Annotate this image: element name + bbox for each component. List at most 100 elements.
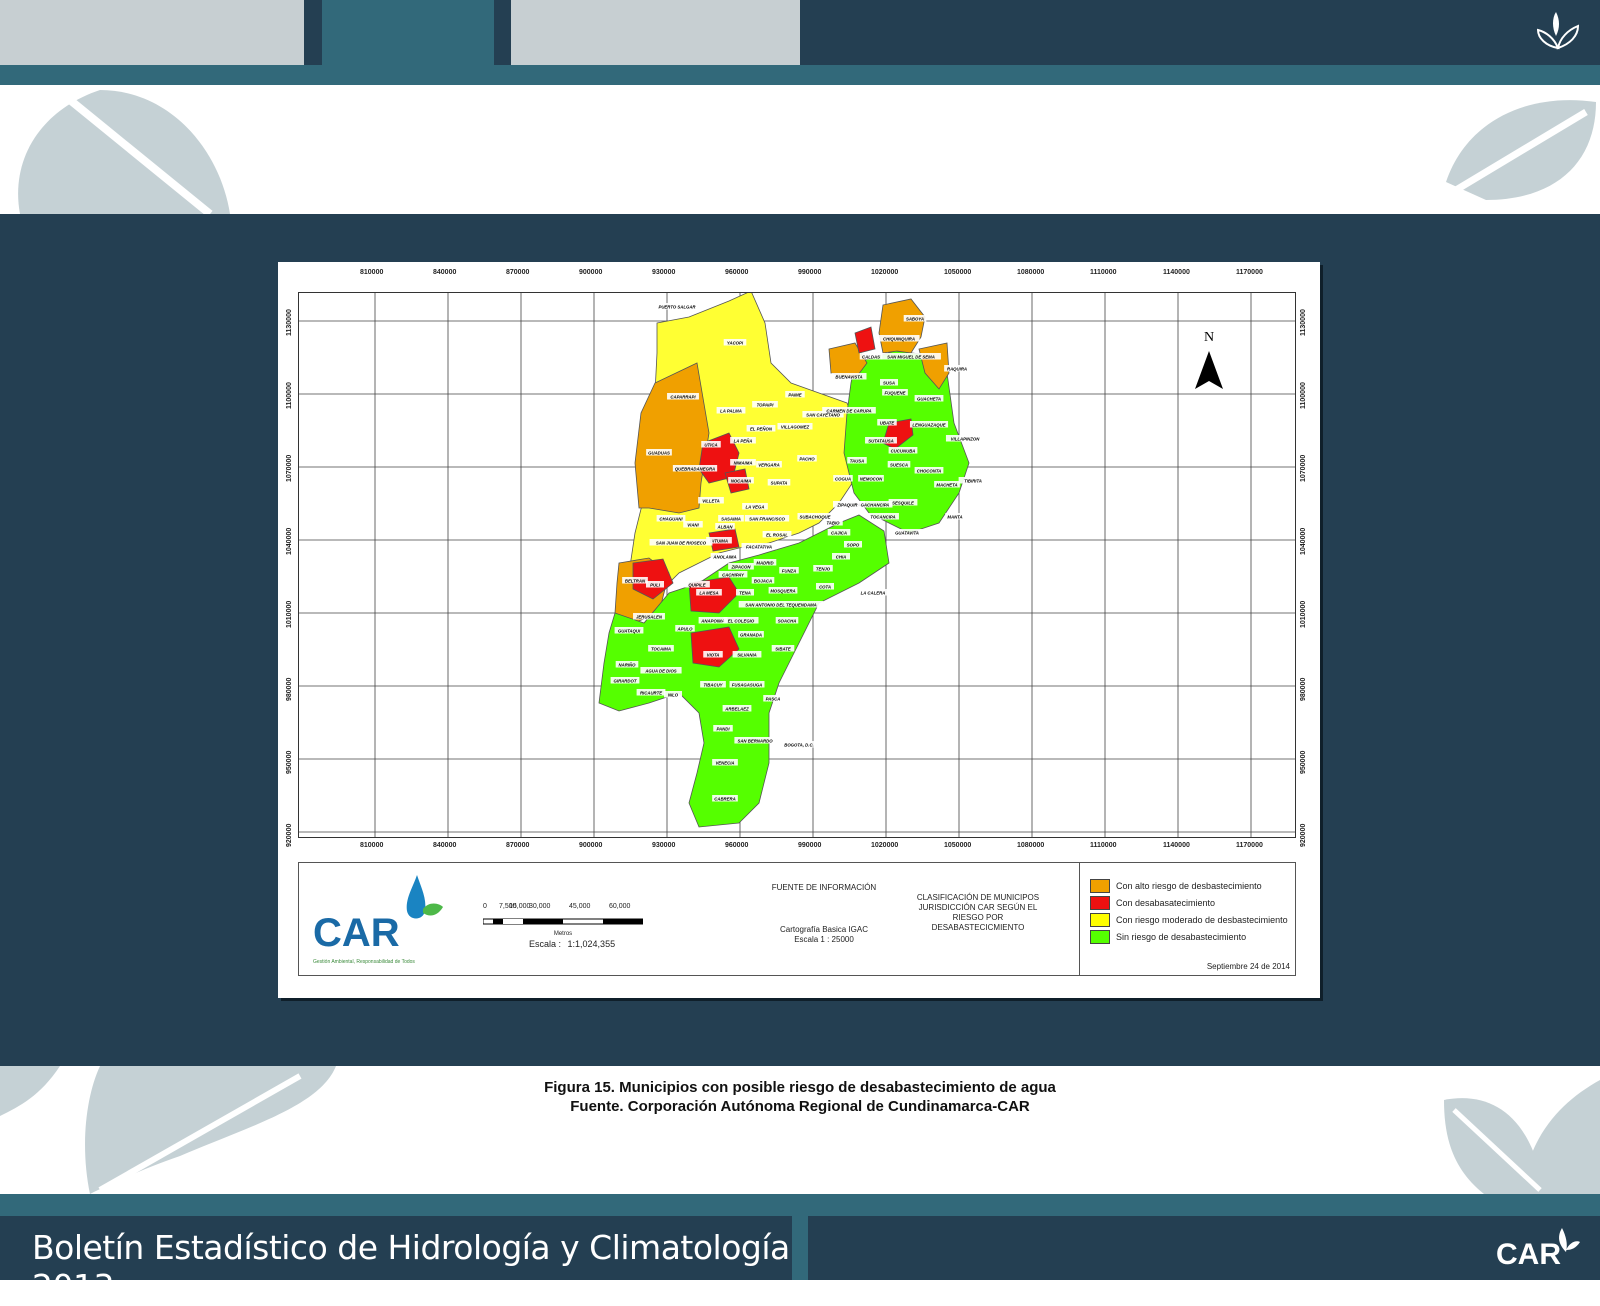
municipality-label-bg bbox=[738, 631, 764, 638]
x-tick-bottom: 1050000 bbox=[944, 842, 972, 849]
municipality-label: SESQUILE bbox=[892, 501, 914, 506]
municipality-label-bg bbox=[610, 677, 640, 684]
butterfly-icon bbox=[1536, 12, 1580, 50]
municipality-label-bg bbox=[945, 435, 985, 442]
municipality-label-bg bbox=[797, 513, 833, 520]
municipality-label-bg bbox=[738, 601, 824, 608]
municipality-label-bg bbox=[633, 613, 665, 620]
municipality-label: SOACHA bbox=[778, 619, 797, 624]
y-tick-left: 980000 bbox=[286, 677, 293, 701]
municipality-label-bg bbox=[648, 645, 674, 652]
header-tab-light-1 bbox=[0, 0, 304, 65]
municipality-label-bg bbox=[945, 513, 965, 520]
municipality-label-bg bbox=[771, 645, 795, 652]
y-tick-left: 1100000 bbox=[286, 382, 293, 409]
municipality-label-bg bbox=[756, 461, 782, 468]
municipality-label: NIMAIMA bbox=[734, 461, 753, 466]
x-tick-bottom: 840000 bbox=[433, 842, 457, 849]
x-tick-bottom: 1020000 bbox=[871, 842, 899, 849]
municipality-label-bg bbox=[703, 651, 723, 658]
municipality-label: SIBATE bbox=[775, 647, 791, 652]
footer-title: Boletín Estadístico de Hidrología y Clim… bbox=[32, 1228, 790, 1306]
municipality-label-bg bbox=[767, 479, 791, 486]
municipality-label-bg bbox=[802, 411, 844, 418]
x-tick-bottom: 870000 bbox=[506, 842, 530, 849]
x-tick-top: 1050000 bbox=[944, 269, 972, 276]
municipality-label-bg bbox=[882, 389, 908, 396]
municipality-label-bg bbox=[880, 379, 898, 386]
municipality-label: PULI bbox=[650, 583, 661, 588]
municipality-label-bg bbox=[729, 681, 765, 688]
scale-tick: 7,500 bbox=[499, 903, 517, 910]
municipality-label-bg bbox=[706, 537, 732, 544]
municipality-label: GUADUAS bbox=[648, 451, 670, 456]
municipality-label-bg bbox=[877, 419, 897, 426]
car-logo-text: CAR bbox=[313, 911, 400, 955]
municipality-label: NARIÑO bbox=[619, 663, 637, 668]
municipality-label-bg bbox=[813, 565, 833, 572]
municipality-label-bg bbox=[701, 441, 721, 448]
leaf-decoration-top-right-icon bbox=[1446, 100, 1596, 200]
region-shortage-viota bbox=[690, 626, 740, 668]
municipality-label-bg bbox=[696, 589, 722, 596]
y-tick-left: 950000 bbox=[286, 750, 293, 774]
municipality-label-bg bbox=[684, 581, 710, 588]
municipality-label: CAJICA bbox=[831, 531, 847, 536]
y-tick-right: 920000 bbox=[1300, 823, 1307, 847]
scale-value: 1:1,024,355 bbox=[567, 939, 616, 949]
legend-label: Sin riesgo de desabastecimiento bbox=[1116, 932, 1247, 942]
municipality-label-bg bbox=[833, 501, 865, 508]
municipality-label-bg bbox=[914, 467, 944, 474]
region-shortage-caldas bbox=[854, 326, 876, 354]
municipality-label: SAN CAYETANO bbox=[806, 413, 840, 418]
y-tick-right: 1130000 bbox=[1300, 309, 1307, 336]
municipality-label-bg bbox=[715, 523, 735, 530]
municipality-label-bg bbox=[640, 667, 682, 674]
municipality-label: PACHO bbox=[799, 457, 815, 462]
caption-line-1: Figura 15. Municipios con posible riesgo… bbox=[544, 1079, 1056, 1096]
x-tick-top: 840000 bbox=[433, 269, 457, 276]
municipality-label-bg bbox=[683, 521, 703, 528]
region-high-northeast bbox=[878, 298, 926, 354]
region-high-west bbox=[634, 362, 710, 514]
municipality-label-bg bbox=[718, 515, 744, 522]
municipality-label: TENJO bbox=[816, 567, 831, 572]
municipality-label: COTA bbox=[819, 585, 831, 590]
municipality-label: JERUSALEN bbox=[636, 615, 663, 620]
municipality-label: CALDAS bbox=[862, 355, 880, 360]
municipality-label: SABOYA bbox=[906, 317, 924, 322]
municipality-label-bg bbox=[775, 617, 799, 624]
municipality-label: CHOCONTA bbox=[917, 469, 942, 474]
municipality-label: ARBELAEZ bbox=[724, 707, 749, 712]
classification-line-4: DESABASTECICMIENTO bbox=[931, 923, 1025, 932]
cundinamarca-risk-map: PUERTO SALGAR YACOPI CAPARRAPI GUADUAS LA PA… bbox=[299, 293, 1295, 837]
municipality-label: CHIA bbox=[836, 555, 847, 560]
municipality-label: SUESCA bbox=[890, 463, 908, 468]
municipality-label: VERGARA bbox=[758, 463, 780, 468]
classification-line-2: JURISDICCIÓN CAR SEGÚN EL bbox=[918, 903, 1038, 912]
municipality-label-bg bbox=[887, 461, 911, 468]
municipality-label-bg bbox=[730, 459, 756, 466]
municipality-label: LA VEGA bbox=[746, 505, 765, 510]
municipality-label-bg bbox=[664, 691, 682, 698]
municipality-label: LA PALMA bbox=[720, 409, 742, 414]
municipality-label-bg bbox=[713, 725, 733, 732]
municipality-label: NILO bbox=[668, 693, 679, 698]
municipality-label-bg bbox=[763, 695, 783, 702]
municipality-label-bg bbox=[722, 705, 752, 712]
municipality-label: CHIQUINQUIRA bbox=[883, 337, 915, 342]
scale-tick: 15,000 bbox=[509, 903, 531, 910]
leaf-decoration-top-left-icon bbox=[18, 90, 230, 214]
municipality-label: VENECIA bbox=[715, 761, 734, 766]
municipality-label: TOCANCIPA bbox=[870, 515, 895, 520]
municipality-label: SUBACHOQUE bbox=[799, 515, 830, 520]
x-tick-bottom: 1170000 bbox=[1236, 842, 1263, 849]
municipality-label: VIANI bbox=[687, 523, 699, 528]
municipality-label-bg bbox=[646, 581, 664, 588]
legend-swatch bbox=[1090, 896, 1110, 910]
municipality-label-bg bbox=[822, 407, 876, 414]
car-logo: CAR Gestión Ambiental, Responsabilidad d… bbox=[313, 873, 443, 965]
y-tick-right: 1100000 bbox=[1300, 382, 1307, 409]
municipality-label-bg bbox=[867, 513, 899, 520]
x-tick-top: 1110000 bbox=[1090, 269, 1117, 276]
